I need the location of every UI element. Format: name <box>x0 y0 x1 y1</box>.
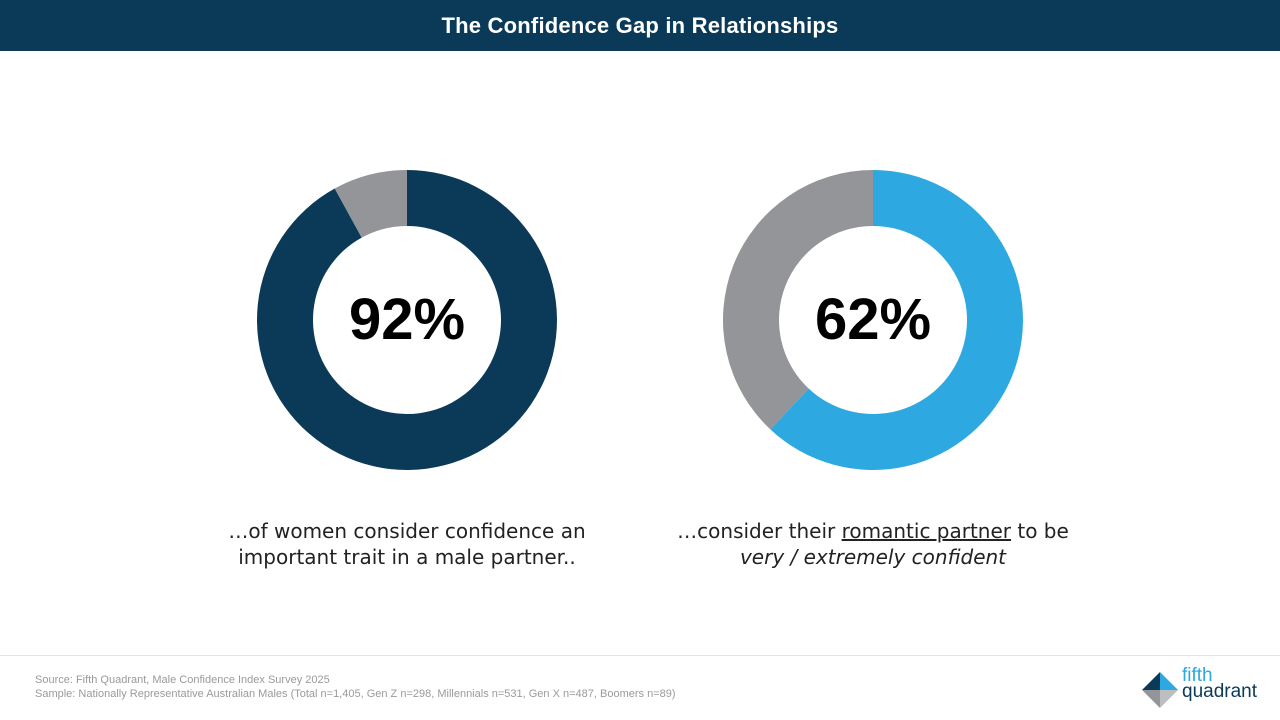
donut-center-percentage: 92% <box>348 287 466 352</box>
header-bar: The Confidence Gap in Relationships <box>0 0 1280 51</box>
caption-text: to be <box>1011 519 1069 543</box>
logo-mark-icon <box>1142 672 1178 708</box>
page-title: The Confidence Gap in Relationships <box>441 12 839 38</box>
footer-divider <box>0 655 1280 656</box>
sample-note: Sample: Nationally Representative Austra… <box>35 688 676 700</box>
caption-partner-confidence: …consider their romantic partner to be v… <box>653 518 1093 570</box>
donut-slice-yes <box>770 170 1023 470</box>
donut-svg <box>723 170 1023 470</box>
source-note: Source: Fifth Quadrant, Male Confidence … <box>35 674 330 686</box>
donut-chart-women-confidence: 92% <box>257 170 557 470</box>
footer: Source: Fifth Quadrant, Male Confidence … <box>35 673 676 701</box>
caption-italic-text: very / extremely confident <box>739 545 1007 569</box>
caption-women-confidence: …of women consider confidence an importa… <box>228 519 586 569</box>
logo-text-fifth: fifth <box>1182 665 1213 686</box>
logo-text-quadrant: quadrant <box>1182 681 1258 702</box>
donut-slice-yes <box>257 170 557 470</box>
donut-chart-partner-confidence: 62% <box>723 170 1023 470</box>
donut-slice-other <box>723 170 873 430</box>
donut-center-percentage: 62% <box>814 287 932 352</box>
fifth-quadrant-logo: fifth quadrant <box>1142 665 1267 710</box>
logo-wordmark: fifth quadrant <box>1182 665 1258 702</box>
caption-underlined-text: romantic partner <box>841 519 1012 543</box>
donut-svg <box>257 170 557 470</box>
caption-text: …consider their <box>677 519 842 543</box>
donut-slice-other <box>334 170 407 238</box>
